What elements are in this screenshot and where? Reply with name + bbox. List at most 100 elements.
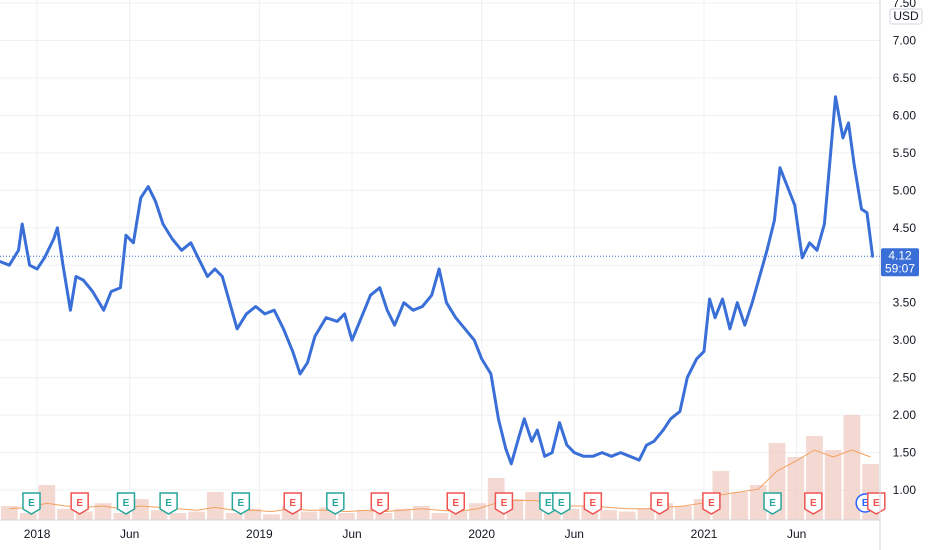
price-tick-label: 1.50 bbox=[893, 446, 917, 460]
earnings-marker-label: E bbox=[501, 498, 508, 509]
volume-bar bbox=[113, 513, 131, 520]
current-price-value: 4.12 bbox=[888, 248, 912, 262]
earnings-marker-shape bbox=[159, 492, 178, 515]
price-tick-label: 3.00 bbox=[893, 333, 917, 347]
volume-bar bbox=[150, 510, 168, 520]
earnings-marker-shape bbox=[446, 492, 465, 515]
volume-bar bbox=[300, 511, 318, 520]
earnings-marker[interactable]: E bbox=[283, 492, 302, 515]
price-tick-label: 7.50 bbox=[893, 0, 917, 10]
earnings-marker[interactable]: E bbox=[22, 492, 41, 515]
volume-bar bbox=[132, 499, 149, 520]
earnings-marker-shape bbox=[370, 492, 390, 515]
volume-bar bbox=[525, 492, 542, 520]
time-tick-label: Jun bbox=[565, 527, 584, 541]
currency-label-box bbox=[889, 8, 923, 25]
earnings-marker-shape bbox=[867, 492, 886, 515]
volume-bar bbox=[188, 511, 205, 520]
earnings-marker-label: E bbox=[238, 498, 245, 509]
volume-bar bbox=[206, 492, 224, 520]
volume-bar bbox=[562, 508, 580, 520]
volume-bar bbox=[19, 513, 37, 520]
earnings-marker-shape bbox=[283, 492, 302, 515]
volume-bar bbox=[618, 511, 636, 520]
earnings-marker-label: E bbox=[28, 498, 35, 509]
time-tick-label: 2019 bbox=[246, 527, 273, 541]
earnings-marker-shape bbox=[116, 492, 136, 515]
earnings-marker[interactable]: E bbox=[867, 492, 886, 515]
earnings-marker[interactable]: E bbox=[70, 492, 89, 515]
volume-bar bbox=[637, 508, 655, 520]
earnings-marker[interactable]: E bbox=[446, 492, 465, 515]
volume-bar bbox=[169, 513, 187, 520]
earnings-marker-shape bbox=[804, 492, 823, 515]
earnings-marker-label: E bbox=[452, 498, 459, 509]
earnings-marker[interactable]: E bbox=[370, 492, 390, 515]
earnings-marker-label: E bbox=[769, 498, 776, 509]
earnings-marker[interactable]: E bbox=[583, 492, 603, 515]
earnings-marker[interactable]: E bbox=[159, 492, 178, 515]
price-tick-label: 6.50 bbox=[893, 71, 917, 85]
earnings-marker-shape bbox=[702, 492, 721, 515]
earnings-marker-shape bbox=[70, 492, 89, 515]
earnings-marker[interactable]: E bbox=[650, 492, 669, 515]
earnings-marker[interactable]: E bbox=[326, 492, 345, 515]
earnings-marker-label: E bbox=[376, 498, 383, 509]
volume-bar bbox=[469, 503, 486, 520]
time-axis[interactable]: 2018 Jun 2019 Jun 2020 Jun 2021 Jun bbox=[24, 527, 807, 541]
earnings-marker-shape bbox=[763, 492, 782, 515]
volume-bar bbox=[1, 506, 18, 520]
time-tick-label: Jun bbox=[120, 527, 139, 541]
volume-moving-average-line bbox=[9, 449, 871, 513]
time-tick-label: 2018 bbox=[24, 527, 51, 541]
volume-bar bbox=[394, 508, 411, 520]
earnings-marker-label: E bbox=[76, 498, 83, 509]
earnings-marker[interactable]: E bbox=[702, 492, 721, 515]
earnings-marker[interactable]: E bbox=[804, 492, 823, 515]
price-tick-label: 7.00 bbox=[893, 33, 917, 47]
earnings-marker[interactable]: E bbox=[231, 492, 251, 515]
volume-bar bbox=[38, 485, 56, 520]
price-tick-label: 5.00 bbox=[893, 183, 917, 197]
earnings-marker-shape bbox=[22, 492, 41, 515]
earnings-marker-label: E bbox=[165, 498, 172, 509]
volume-bar bbox=[375, 513, 393, 520]
earnings-marker-label: E bbox=[558, 498, 565, 509]
earnings-marker[interactable]: E bbox=[116, 492, 136, 515]
currency-label-text: USD bbox=[893, 9, 919, 23]
volume-bar bbox=[431, 513, 449, 520]
earnings-marker-label: E bbox=[545, 498, 552, 509]
earnings-marker-shape bbox=[552, 492, 571, 515]
volume-bar bbox=[787, 457, 805, 520]
price-tick-label: 2.50 bbox=[893, 371, 917, 385]
volume-bar bbox=[843, 415, 861, 520]
earnings-marker[interactable]: E bbox=[552, 492, 571, 515]
volume-bar bbox=[244, 508, 262, 520]
grid-layer bbox=[0, 0, 880, 520]
volume-bar bbox=[600, 510, 617, 520]
price-tick-label: 4.50 bbox=[893, 221, 917, 235]
earnings-marker-shape bbox=[583, 492, 603, 515]
earnings-marker-shape bbox=[326, 492, 345, 515]
time-tick-label: 2021 bbox=[691, 527, 718, 541]
current-price-tag: 4.12 59:07 bbox=[881, 248, 919, 277]
volume-bar bbox=[749, 485, 767, 520]
volume-bar bbox=[75, 511, 93, 520]
earnings-marker-label: E bbox=[590, 498, 597, 509]
time-tick-label: Jun bbox=[342, 527, 361, 541]
earnings-marker-shape bbox=[650, 492, 669, 515]
price-tick-label: 1.00 bbox=[893, 483, 917, 497]
volume-bar bbox=[338, 513, 355, 520]
earnings-marker[interactable]: E bbox=[494, 492, 514, 515]
volume-bar bbox=[450, 511, 468, 520]
current-price-tag-bg bbox=[881, 248, 919, 277]
volume-bar bbox=[675, 506, 692, 520]
volume-bar bbox=[824, 450, 842, 520]
earnings-marker-label: E bbox=[708, 498, 715, 509]
price-tick-label: 6.00 bbox=[893, 108, 917, 122]
earnings-marker[interactable]: E bbox=[763, 492, 782, 515]
price-line-layer bbox=[0, 95, 875, 466]
price-tick-label: 3.50 bbox=[893, 296, 917, 310]
